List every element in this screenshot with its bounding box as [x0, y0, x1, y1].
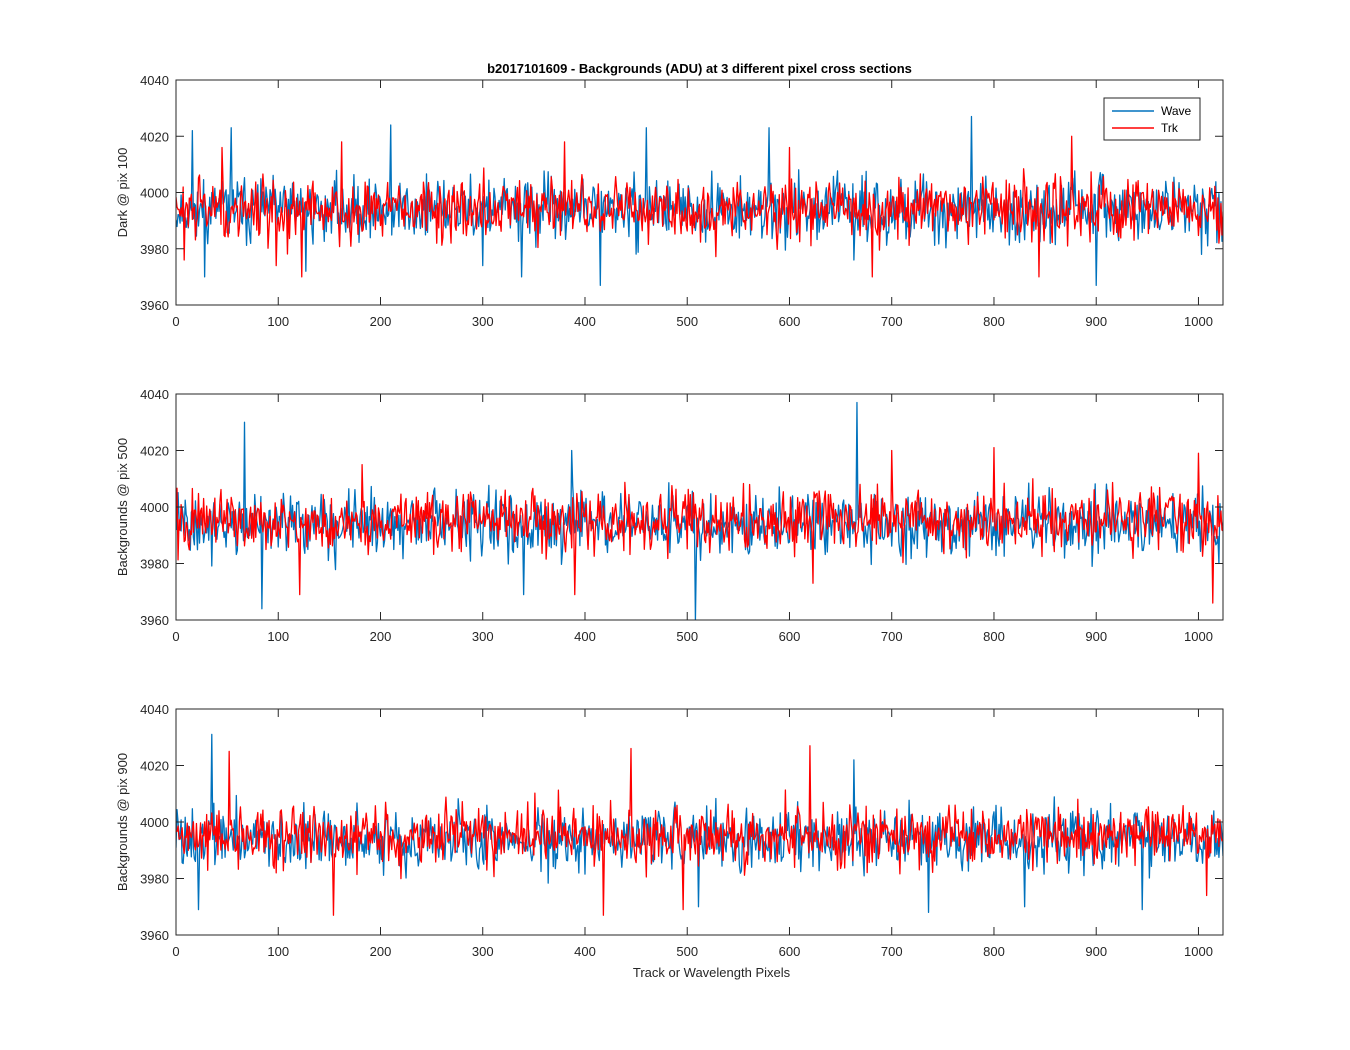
x-tick-label: 800 — [983, 944, 1005, 959]
y-tick-label: 4040 — [140, 73, 169, 88]
x-tick-label: 300 — [472, 314, 494, 329]
x-tick-label: 200 — [370, 944, 392, 959]
x-tick-label: 300 — [472, 944, 494, 959]
y-tick-label: 4020 — [140, 759, 169, 774]
legend-label-trk: Trk — [1161, 121, 1179, 135]
series-line-wave — [176, 401, 1223, 620]
x-tick-label: 400 — [574, 944, 596, 959]
x-tick-label: 900 — [1085, 629, 1107, 644]
x-tick-label: 800 — [983, 629, 1005, 644]
x-tick-label: 100 — [267, 314, 289, 329]
y-tick-label: 4000 — [140, 186, 169, 201]
y-tick-label: 3980 — [140, 872, 169, 887]
y-tick-label: 3980 — [140, 242, 169, 257]
y-tick-label: 4040 — [140, 387, 169, 402]
x-tick-label: 500 — [676, 314, 698, 329]
y-axis-label: Backgrounds @ pix 500 — [115, 438, 130, 576]
y-tick-label: 4000 — [140, 500, 169, 515]
x-tick-label: 600 — [779, 314, 801, 329]
legend-label-wave: Wave — [1161, 104, 1192, 118]
x-tick-label: 400 — [574, 314, 596, 329]
y-tick-label: 4020 — [140, 444, 169, 459]
x-tick-label: 100 — [267, 944, 289, 959]
legend: Wave Trk — [1103, 97, 1201, 141]
x-tick-label: 900 — [1085, 314, 1107, 329]
x-tick-label: 700 — [881, 629, 903, 644]
x-tick-label: 0 — [172, 314, 179, 329]
x-tick-label: 800 — [983, 314, 1005, 329]
x-tick-label: 300 — [472, 629, 494, 644]
x-tick-label: 200 — [370, 629, 392, 644]
x-tick-label: 200 — [370, 314, 392, 329]
x-tick-label: 500 — [676, 629, 698, 644]
y-tick-label: 3960 — [140, 613, 169, 628]
series-line-trk — [176, 135, 1223, 278]
series-line-trk — [176, 745, 1223, 916]
chart-title: b2017101609 - Backgrounds (ADU) at 3 dif… — [487, 61, 912, 76]
y-axis-label: Backgrounds @ pix 900 — [115, 753, 130, 891]
x-tick-label: 0 — [172, 629, 179, 644]
y-tick-label: 4020 — [140, 129, 169, 144]
x-axis-label: Track or Wavelength Pixels — [633, 965, 791, 980]
y-tick-label: 3960 — [140, 928, 169, 943]
x-tick-label: 700 — [881, 314, 903, 329]
x-tick-label: 600 — [779, 629, 801, 644]
x-tick-label: 100 — [267, 629, 289, 644]
x-tick-label: 900 — [1085, 944, 1107, 959]
subplot-2: 0 100 200 300 400 500 600 700 800 900 1000 3960 3980… — [115, 387, 1224, 644]
y-tick-label: 3960 — [140, 298, 169, 313]
series-line-trk — [176, 447, 1223, 604]
y-tick-label: 4000 — [140, 815, 169, 830]
y-axis-label: Dark @ pix 100 — [115, 148, 130, 238]
x-tick-label: 1000 — [1184, 944, 1213, 959]
x-tick-label: 700 — [881, 944, 903, 959]
y-tick-label: 3980 — [140, 557, 169, 572]
subplot-1: 0 100 200 300 400 500 600 700 800 900 1000 3960 3980… — [115, 61, 1224, 329]
x-tick-label: 1000 — [1184, 314, 1213, 329]
x-tick-label: 400 — [574, 629, 596, 644]
x-tick-label: 500 — [676, 944, 698, 959]
x-tick-label: 0 — [172, 944, 179, 959]
legend-box — [1103, 97, 1201, 141]
x-tick-label: 600 — [779, 944, 801, 959]
subplot-3: 0 100 200 300 400 500 600 700 800 900 1000 3960 3980… — [115, 702, 1224, 980]
x-tick-label: 1000 — [1184, 629, 1213, 644]
y-tick-label: 4040 — [140, 702, 169, 717]
axes-background — [176, 394, 1223, 620]
